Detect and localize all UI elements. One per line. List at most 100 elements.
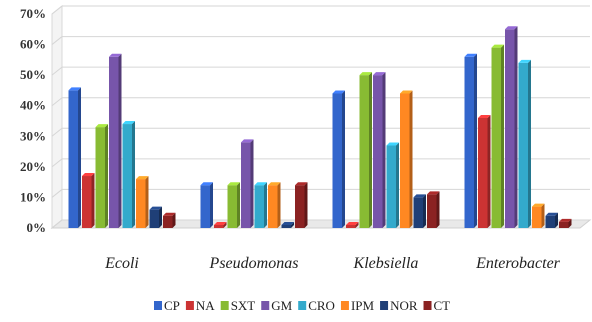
bar-front — [505, 29, 515, 228]
bar-front — [295, 185, 305, 228]
bar-side — [382, 72, 386, 229]
bar-front — [464, 56, 474, 228]
bar-top — [413, 194, 426, 198]
legend-swatch — [261, 301, 270, 310]
bar — [427, 191, 440, 228]
bar-side — [436, 191, 440, 228]
bar — [545, 212, 558, 228]
bar-top — [281, 221, 294, 225]
x-axis: Ecoli Pseudomonas Klebsiella Enterobacter — [104, 255, 561, 272]
bar-front — [200, 185, 210, 228]
legend-label: CP — [164, 298, 180, 313]
x-category-label: Pseudomonas — [209, 255, 299, 272]
bar-side — [277, 182, 281, 228]
bar — [332, 90, 345, 228]
bar-side — [396, 142, 399, 228]
bar-top — [200, 182, 213, 186]
gridline-diagonal — [51, 5, 63, 15]
bar-top — [214, 221, 227, 225]
bar-side — [528, 59, 531, 228]
bar — [413, 194, 426, 228]
bar-side — [355, 221, 359, 228]
bar-top — [149, 206, 162, 210]
gridline-diagonal — [51, 97, 63, 107]
bar-front — [254, 185, 264, 228]
bar — [559, 218, 572, 228]
bar-front — [559, 221, 569, 228]
bar — [254, 182, 267, 228]
bar-front — [68, 90, 78, 228]
bar-top — [268, 182, 281, 186]
y-tick-label: 0% — [27, 220, 47, 235]
gridline-diagonal — [51, 36, 63, 45]
legend-item: NA — [185, 298, 215, 313]
y-tick-label: 70% — [20, 6, 46, 21]
gridline-diagonal — [51, 158, 63, 168]
bar-top — [109, 53, 122, 57]
bar — [400, 90, 413, 228]
bar-top — [95, 124, 108, 128]
gridline-diagonal — [51, 219, 63, 229]
legend-item: SXT — [220, 298, 255, 313]
bar-side — [91, 173, 95, 228]
bar-top — [346, 221, 359, 225]
bar-top — [427, 191, 440, 195]
legend-item: IPM — [340, 298, 374, 313]
bar-side — [487, 114, 491, 228]
bar — [200, 182, 213, 228]
bar-top — [559, 218, 572, 222]
legend-label: NA — [196, 298, 215, 313]
bar — [122, 121, 135, 228]
bar — [505, 26, 518, 228]
bar-side — [291, 221, 294, 228]
bar-front — [163, 215, 173, 228]
bar — [68, 87, 81, 228]
bar-front — [149, 209, 159, 228]
bar-top — [136, 176, 149, 180]
bar-top — [400, 90, 413, 94]
legend: CP NA SXT GM CRO IPM NOR CT — [154, 298, 450, 313]
bar — [136, 176, 149, 228]
bar-front — [281, 224, 291, 228]
bar-side — [501, 44, 504, 228]
bar-side — [342, 90, 345, 228]
bar-front — [478, 117, 488, 228]
bar-side — [172, 212, 176, 228]
bar-side — [159, 206, 162, 228]
bar — [163, 212, 176, 228]
bar-side — [568, 218, 572, 228]
bar — [95, 124, 108, 228]
bar-side — [474, 53, 477, 228]
y-axis: 0% 10% 20% 30% 40% 50% 60% 70% — [20, 6, 46, 235]
bar — [214, 221, 227, 228]
bar-front — [427, 194, 437, 228]
bar-front — [136, 179, 146, 228]
bar — [281, 221, 294, 228]
legend-item: GM — [261, 298, 293, 313]
bar — [386, 142, 399, 228]
bar — [149, 206, 162, 228]
bar-side — [555, 212, 558, 228]
bar-top — [505, 26, 518, 30]
bar-top — [532, 203, 545, 207]
bar-side — [369, 72, 372, 229]
bar-side — [264, 182, 267, 228]
bar — [346, 221, 359, 228]
bar-front — [491, 47, 501, 228]
gridline-diagonal — [51, 127, 63, 137]
bar-top — [478, 114, 491, 118]
bar-top — [254, 182, 267, 186]
bar-side — [210, 182, 213, 228]
bar-front — [518, 62, 528, 228]
bar-side — [250, 139, 254, 228]
bar-top — [68, 87, 81, 91]
legend-swatch — [185, 301, 194, 310]
bar-front — [532, 206, 542, 228]
legend-swatch — [220, 301, 229, 310]
bar-front — [122, 124, 132, 228]
bar-top — [464, 53, 477, 57]
legend-label: CRO — [308, 298, 335, 313]
x-category-label: Ecoli — [104, 255, 139, 272]
bar-front — [359, 75, 369, 229]
